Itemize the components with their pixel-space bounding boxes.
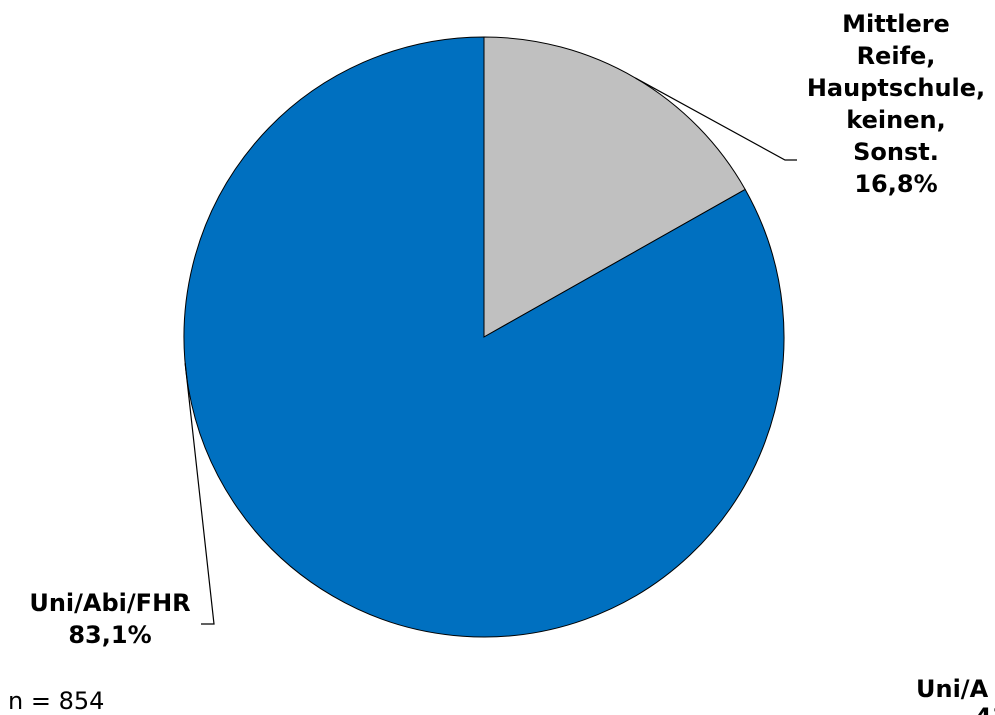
slice-label-line: Reife, <box>857 42 936 70</box>
clipped-label-line-1: Uni/A <box>916 675 989 703</box>
slice-label-line: Sonst. <box>853 138 939 166</box>
pie-slice-uni-abi-fhr <box>183 36 785 638</box>
slice-label-line: Hauptschule, <box>807 74 985 102</box>
slice-label-line: keinen, <box>846 106 945 134</box>
leader-lines <box>184 77 797 625</box>
slice-label-line: Mittlere <box>842 10 950 38</box>
pie-slices <box>183 36 785 638</box>
slice-label-line: Uni/Abi/FHR <box>29 589 190 617</box>
leader-line <box>634 77 797 161</box>
slice-value-label: 16,8% <box>854 170 937 198</box>
clipped-label-line-2: 41 <box>975 703 995 715</box>
leader-line <box>184 363 215 625</box>
slice-value-label: 83,1% <box>68 621 151 649</box>
slice-label-uni-abi-fhr: Uni/Abi/FHR 83,1% <box>29 589 190 649</box>
sample-size-note: n = 854 <box>8 687 104 715</box>
slice-label-other-schooling: Mittlere Reife, Hauptschule, keinen, Sonst. 1… <box>807 10 985 198</box>
